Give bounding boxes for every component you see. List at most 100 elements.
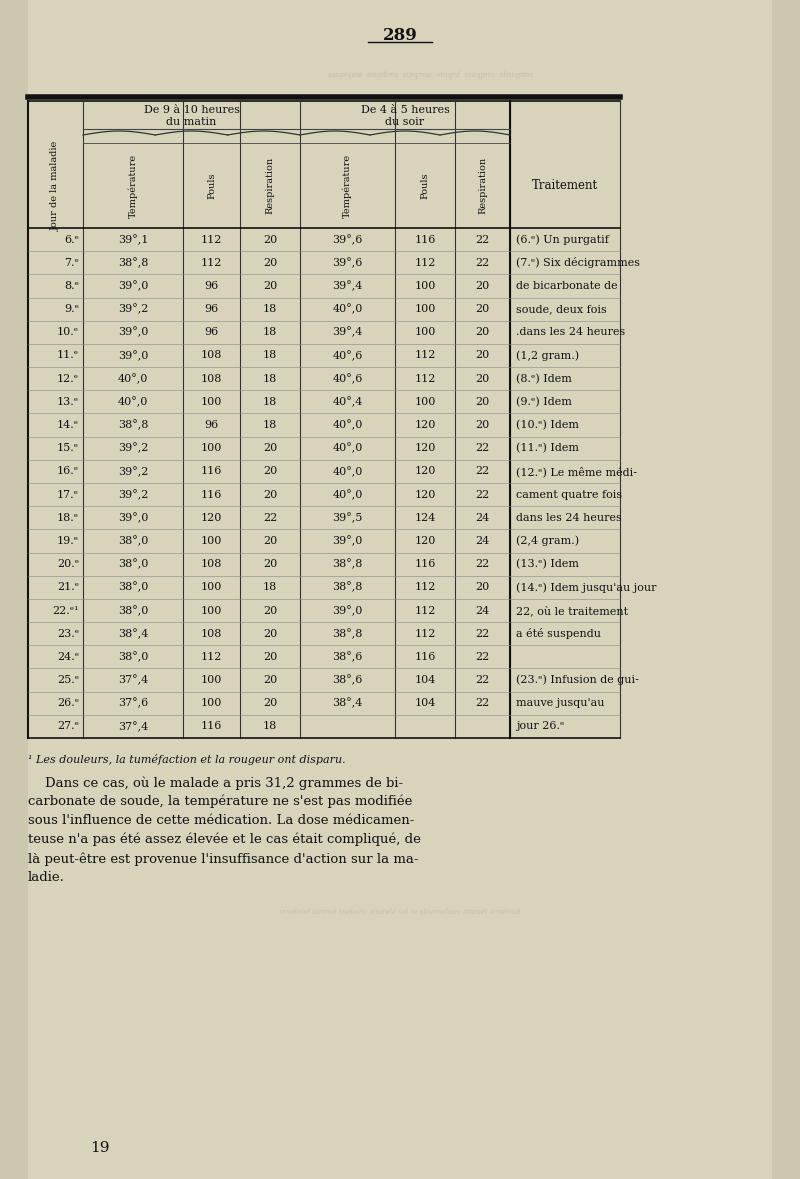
Text: 8.ᵉ: 8.ᵉ	[64, 281, 79, 291]
Text: 20: 20	[475, 582, 490, 592]
Text: soude, deux fois: soude, deux fois	[516, 304, 606, 314]
Text: 120: 120	[414, 536, 436, 546]
Text: 100: 100	[201, 676, 222, 685]
Text: 112: 112	[201, 652, 222, 661]
Text: 20: 20	[263, 606, 277, 615]
Text: Pouls: Pouls	[421, 172, 430, 199]
Text: 40°,4: 40°,4	[332, 396, 362, 407]
Text: 18: 18	[263, 582, 277, 592]
Text: De 9 à 10 heures
du matin: De 9 à 10 heures du matin	[143, 105, 239, 126]
Text: 38°,0: 38°,0	[118, 652, 148, 663]
Text: 20: 20	[263, 235, 277, 244]
Text: 12.ᵉ: 12.ᵉ	[57, 374, 79, 383]
Text: 18: 18	[263, 374, 277, 383]
Text: 39°,2: 39°,2	[118, 489, 148, 500]
Text: 38°,8: 38°,8	[118, 257, 148, 268]
Text: 116: 116	[414, 652, 436, 661]
Text: 40°,0: 40°,0	[118, 374, 148, 384]
Text: 38°,0: 38°,0	[118, 535, 148, 546]
Text: (1,2 gram.): (1,2 gram.)	[516, 350, 579, 361]
Text: de bicarbonate de: de bicarbonate de	[516, 281, 618, 291]
Text: 20: 20	[475, 420, 490, 430]
Text: 22: 22	[475, 698, 490, 709]
Text: 20.ᵉ: 20.ᵉ	[57, 559, 79, 569]
Text: 39°,2: 39°,2	[118, 443, 148, 454]
Text: 6.ᵉ: 6.ᵉ	[64, 235, 79, 244]
Text: (14.ᵉ) Idem jusqu'au jour: (14.ᵉ) Idem jusqu'au jour	[516, 582, 657, 593]
Text: .dans les 24 heures: .dans les 24 heures	[516, 328, 626, 337]
Text: 20: 20	[475, 374, 490, 383]
Text: 38°,4: 38°,4	[332, 698, 362, 709]
Text: 100: 100	[414, 281, 436, 291]
Text: 120: 120	[414, 443, 436, 453]
Text: 112: 112	[201, 235, 222, 244]
Text: 38°,8: 38°,8	[118, 420, 148, 430]
Text: 39°,0: 39°,0	[118, 327, 148, 337]
Text: (12.ᵉ) Le même médi-: (12.ᵉ) Le même médi-	[516, 466, 637, 476]
Text: 39°,2: 39°,2	[118, 466, 148, 476]
Text: 9.ᵉ: 9.ᵉ	[64, 304, 79, 314]
Text: 18: 18	[263, 304, 277, 314]
Text: 21.ᵉ: 21.ᵉ	[57, 582, 79, 592]
Text: 18: 18	[263, 350, 277, 361]
Text: 120: 120	[414, 420, 436, 430]
Text: Dans ce cas, où le malade a pris 31,2 grammes de bi-: Dans ce cas, où le malade a pris 31,2 gr…	[45, 776, 403, 790]
Text: 104: 104	[414, 676, 436, 685]
Text: 17.ᵉ: 17.ᵉ	[57, 489, 79, 500]
Text: 120: 120	[201, 513, 222, 522]
Text: 20: 20	[263, 443, 277, 453]
Text: 20: 20	[263, 652, 277, 661]
Text: (2,4 gram.): (2,4 gram.)	[516, 535, 579, 546]
Text: 96: 96	[204, 281, 218, 291]
Text: 100: 100	[414, 397, 436, 407]
Text: 100: 100	[414, 328, 436, 337]
Text: 38°,8: 38°,8	[332, 582, 362, 593]
Text: 26.ᵉ: 26.ᵉ	[57, 698, 79, 709]
Text: 22.ᵉ¹: 22.ᵉ¹	[53, 606, 79, 615]
Text: 22: 22	[475, 467, 490, 476]
Text: là peut-être est provenue l'insuffisance d'action sur la ma-: là peut-être est provenue l'insuffisance…	[28, 852, 418, 865]
Text: 112: 112	[414, 628, 436, 639]
Text: 22, où le traitement: 22, où le traitement	[516, 605, 628, 615]
Text: 11.ᵉ: 11.ᵉ	[57, 350, 79, 361]
Text: 116: 116	[201, 722, 222, 731]
Text: 39°,0: 39°,0	[118, 350, 148, 361]
Text: 40°,6: 40°,6	[332, 350, 362, 361]
Text: Température: Température	[128, 153, 138, 218]
Text: ladie.: ladie.	[28, 871, 65, 884]
Text: 38°,0: 38°,0	[118, 559, 148, 569]
Text: 10.ᵉ: 10.ᵉ	[57, 328, 79, 337]
Text: 13.ᵉ: 13.ᵉ	[57, 397, 79, 407]
Text: 39°,2: 39°,2	[118, 304, 148, 315]
Text: 108: 108	[201, 350, 222, 361]
Text: 20: 20	[475, 328, 490, 337]
Text: 40°,0: 40°,0	[332, 489, 362, 500]
Text: a été suspendu: a été suspendu	[516, 628, 601, 639]
Text: 108: 108	[201, 628, 222, 639]
Text: 20: 20	[475, 281, 490, 291]
Text: 100: 100	[201, 698, 222, 709]
Text: 112: 112	[414, 258, 436, 268]
Text: 20: 20	[263, 698, 277, 709]
Text: 112: 112	[414, 606, 436, 615]
Text: (6.ᵉ) Un purgatif: (6.ᵉ) Un purgatif	[516, 235, 609, 245]
Text: 20: 20	[263, 467, 277, 476]
Text: sous l'influence de cette médication. La dose médicamen-: sous l'influence de cette médication. La…	[28, 814, 414, 826]
Text: 116: 116	[201, 489, 222, 500]
Text: Jour de la maladie: Jour de la maladie	[51, 140, 60, 231]
Text: 39°,0: 39°,0	[118, 281, 148, 291]
Text: 37°,4: 37°,4	[118, 674, 148, 685]
Text: 39°,0: 39°,0	[118, 513, 148, 523]
Text: 39°,4: 39°,4	[332, 327, 362, 337]
Text: 24: 24	[475, 513, 490, 522]
Text: Respiration: Respiration	[266, 157, 274, 215]
Text: 20: 20	[263, 281, 277, 291]
Text: 39°,0: 39°,0	[332, 605, 362, 615]
Text: 116: 116	[201, 467, 222, 476]
Text: 38°,8: 38°,8	[332, 559, 362, 569]
Text: 108: 108	[201, 374, 222, 383]
Text: 22: 22	[475, 258, 490, 268]
Text: 18: 18	[263, 722, 277, 731]
Text: 100: 100	[201, 397, 222, 407]
Text: 40°,0: 40°,0	[332, 304, 362, 315]
